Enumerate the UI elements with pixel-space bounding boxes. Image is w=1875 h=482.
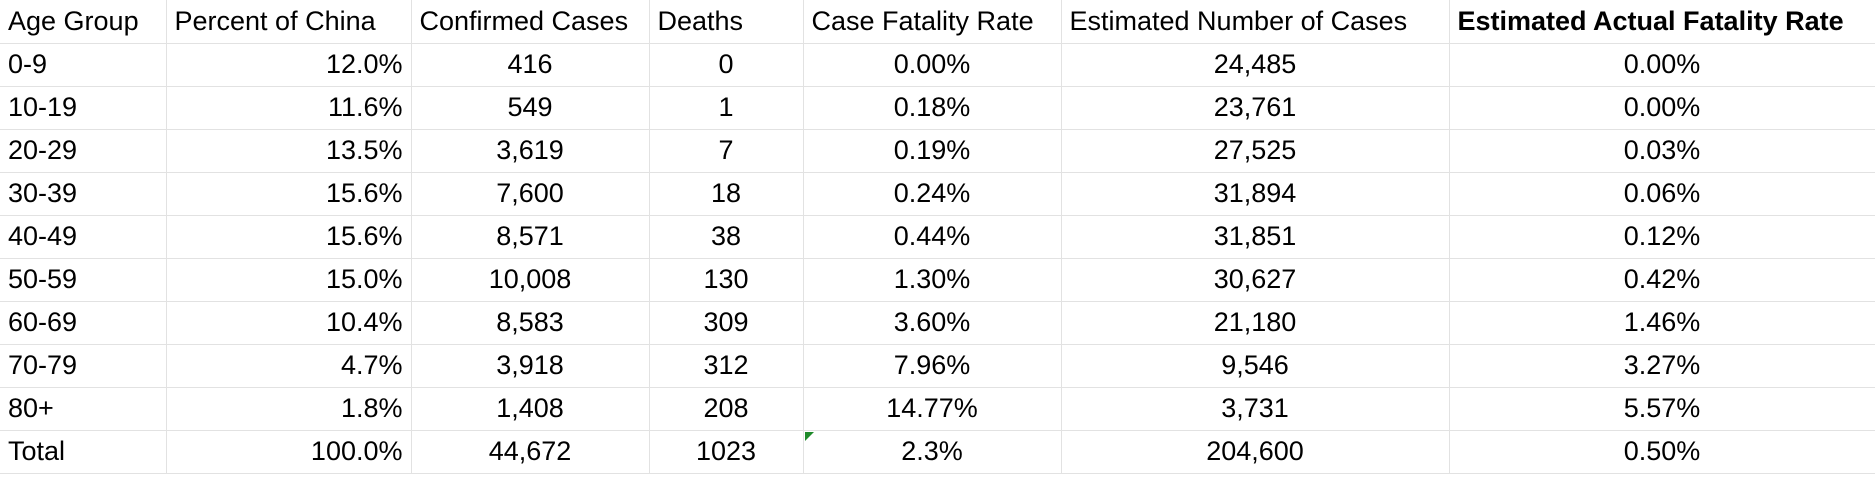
cell-cfr-with-error-indicator[interactable]: 2.3%: [803, 430, 1062, 474]
cell-actual-rate[interactable]: 0.06%: [1449, 172, 1875, 216]
cell-estimated[interactable]: 27,525: [1061, 129, 1450, 173]
cell-estimated[interactable]: 3,731: [1061, 387, 1450, 431]
cell-age-group[interactable]: 80+: [0, 387, 167, 431]
cell-estimated[interactable]: 9,546: [1061, 344, 1450, 388]
cell-confirmed[interactable]: 3,619: [411, 129, 650, 173]
cell-confirmed[interactable]: 1,408: [411, 387, 650, 431]
table-row: 30-39 15.6% 7,600 18 0.24% 31,894 0.06%: [0, 172, 1875, 216]
cell-estimated[interactable]: 21,180: [1061, 301, 1450, 345]
cell-estimated[interactable]: 31,894: [1061, 172, 1450, 216]
cell-deaths[interactable]: 7: [649, 129, 804, 173]
cell-deaths[interactable]: 130: [649, 258, 804, 302]
header-percent-of-china[interactable]: Percent of China: [166, 0, 412, 44]
table-row: 40-49 15.6% 8,571 38 0.44% 31,851 0.12%: [0, 215, 1875, 259]
cell-percent[interactable]: 12.0%: [166, 43, 412, 87]
cell-cfr[interactable]: 7.96%: [803, 344, 1062, 388]
total-row: Total 100.0% 44,672 1023 2.3% 204,600 0.…: [0, 430, 1875, 474]
cell-deaths[interactable]: 1023: [649, 430, 804, 474]
cell-confirmed[interactable]: 549: [411, 86, 650, 130]
cell-deaths[interactable]: 309: [649, 301, 804, 345]
cell-age-group[interactable]: 20-29: [0, 129, 167, 173]
cell-actual-rate[interactable]: 0.42%: [1449, 258, 1875, 302]
cell-percent[interactable]: 15.6%: [166, 215, 412, 259]
cell-estimated[interactable]: 24,485: [1061, 43, 1450, 87]
header-confirmed-cases[interactable]: Confirmed Cases: [411, 0, 650, 44]
cell-estimated[interactable]: 23,761: [1061, 86, 1450, 130]
cell-actual-rate[interactable]: 5.57%: [1449, 387, 1875, 431]
cell-percent[interactable]: 4.7%: [166, 344, 412, 388]
cell-cfr[interactable]: 14.77%: [803, 387, 1062, 431]
cell-confirmed[interactable]: 7,600: [411, 172, 650, 216]
cell-cfr[interactable]: 3.60%: [803, 301, 1062, 345]
header-age-group[interactable]: Age Group: [0, 0, 167, 44]
cell-deaths[interactable]: 208: [649, 387, 804, 431]
cell-actual-rate[interactable]: 0.50%: [1449, 430, 1875, 474]
cell-actual-rate[interactable]: 0.00%: [1449, 43, 1875, 87]
table-row: 70-79 4.7% 3,918 312 7.96% 9,546 3.27%: [0, 344, 1875, 388]
cell-age-group[interactable]: 0-9: [0, 43, 167, 87]
cell-percent[interactable]: 15.6%: [166, 172, 412, 216]
cell-confirmed[interactable]: 3,918: [411, 344, 650, 388]
cell-cfr[interactable]: 0.19%: [803, 129, 1062, 173]
table-row: 50-59 15.0% 10,008 130 1.30% 30,627 0.42…: [0, 258, 1875, 302]
header-estimated-number-of-cases[interactable]: Estimated Number of Cases: [1061, 0, 1450, 44]
table-row: 60-69 10.4% 8,583 309 3.60% 21,180 1.46%: [0, 301, 1875, 345]
cell-estimated[interactable]: 30,627: [1061, 258, 1450, 302]
header-estimated-actual-fatality-rate[interactable]: Estimated Actual Fatality Rate: [1449, 0, 1875, 44]
cell-estimated[interactable]: 204,600: [1061, 430, 1450, 474]
cell-confirmed[interactable]: 44,672: [411, 430, 650, 474]
cell-age-group[interactable]: 70-79: [0, 344, 167, 388]
cell-percent[interactable]: 11.6%: [166, 86, 412, 130]
cell-percent[interactable]: 10.4%: [166, 301, 412, 345]
cell-percent[interactable]: 13.5%: [166, 129, 412, 173]
cell-age-group[interactable]: Total: [0, 430, 167, 474]
cell-actual-rate[interactable]: 0.00%: [1449, 86, 1875, 130]
cell-deaths[interactable]: 1: [649, 86, 804, 130]
cell-cfr[interactable]: 0.24%: [803, 172, 1062, 216]
cell-cfr[interactable]: 0.44%: [803, 215, 1062, 259]
cell-cfr[interactable]: 1.30%: [803, 258, 1062, 302]
cell-deaths[interactable]: 38: [649, 215, 804, 259]
cell-cfr-value: 2.3%: [901, 436, 963, 466]
cell-actual-rate[interactable]: 1.46%: [1449, 301, 1875, 345]
cell-confirmed[interactable]: 416: [411, 43, 650, 87]
cell-actual-rate[interactable]: 0.12%: [1449, 215, 1875, 259]
cell-estimated[interactable]: 31,851: [1061, 215, 1450, 259]
cell-confirmed[interactable]: 10,008: [411, 258, 650, 302]
cell-age-group[interactable]: 10-19: [0, 86, 167, 130]
cell-confirmed[interactable]: 8,583: [411, 301, 650, 345]
cell-percent[interactable]: 1.8%: [166, 387, 412, 431]
header-case-fatality-rate[interactable]: Case Fatality Rate: [803, 0, 1062, 44]
cell-deaths[interactable]: 0: [649, 43, 804, 87]
cell-actual-rate[interactable]: 0.03%: [1449, 129, 1875, 173]
cell-age-group[interactable]: 60-69: [0, 301, 167, 345]
error-indicator-icon[interactable]: [804, 431, 814, 441]
cell-age-group[interactable]: 50-59: [0, 258, 167, 302]
cell-age-group[interactable]: 40-49: [0, 215, 167, 259]
cell-age-group[interactable]: 30-39: [0, 172, 167, 216]
header-row: Age Group Percent of China Confirmed Cas…: [0, 0, 1875, 44]
table-row: 10-19 11.6% 549 1 0.18% 23,761 0.00%: [0, 86, 1875, 130]
table-row: 0-9 12.0% 416 0 0.00% 24,485 0.00%: [0, 43, 1875, 87]
cell-percent[interactable]: 100.0%: [166, 430, 412, 474]
cell-deaths[interactable]: 312: [649, 344, 804, 388]
table-row: 80+ 1.8% 1,408 208 14.77% 3,731 5.57%: [0, 387, 1875, 431]
table-row: 20-29 13.5% 3,619 7 0.19% 27,525 0.03%: [0, 129, 1875, 173]
cell-cfr[interactable]: 0.00%: [803, 43, 1062, 87]
cell-cfr[interactable]: 0.18%: [803, 86, 1062, 130]
header-deaths[interactable]: Deaths: [649, 0, 804, 44]
cell-deaths[interactable]: 18: [649, 172, 804, 216]
cell-percent[interactable]: 15.0%: [166, 258, 412, 302]
cell-confirmed[interactable]: 8,571: [411, 215, 650, 259]
cell-actual-rate[interactable]: 3.27%: [1449, 344, 1875, 388]
